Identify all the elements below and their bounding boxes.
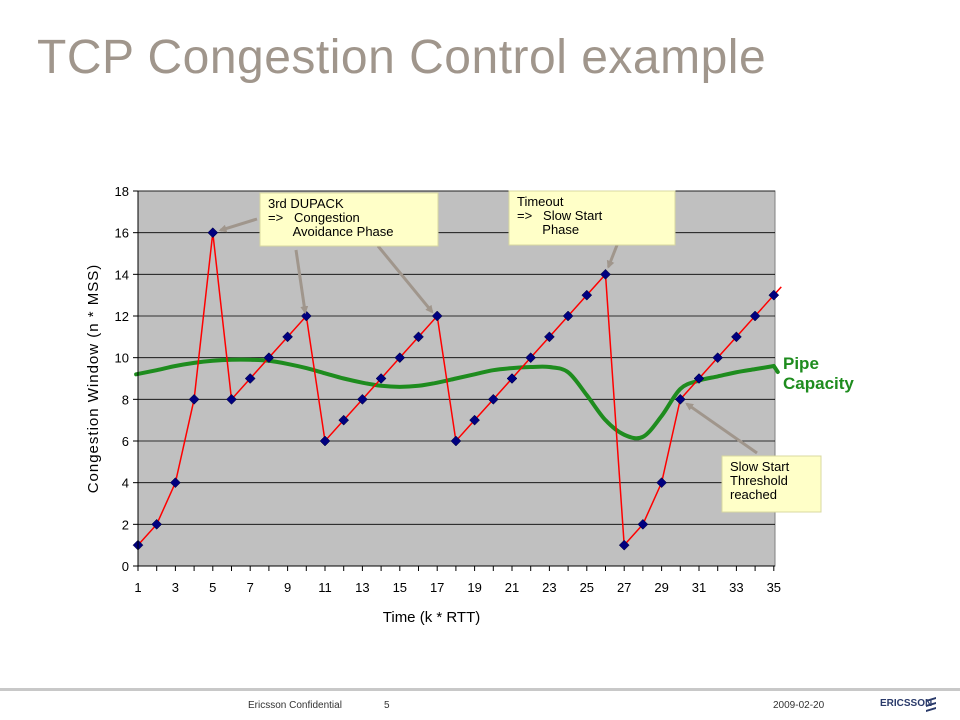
pipe-capacity-label: Capacity	[783, 374, 854, 393]
data-point	[600, 268, 611, 280]
annotation-arrow	[294, 249, 309, 315]
y-tick-label: 4	[122, 476, 129, 491]
x-tick-label: 27	[617, 580, 631, 595]
data-point	[749, 310, 761, 322]
data-point	[525, 352, 537, 364]
y-tick-label: 14	[115, 267, 129, 282]
data-point	[413, 331, 424, 343]
x-tick-label: 11	[318, 580, 332, 595]
y-tick-label: 10	[115, 351, 129, 366]
data-point	[637, 518, 649, 530]
data-point	[431, 310, 443, 322]
annotation-text-threshold: Threshold	[730, 473, 788, 488]
data-point	[562, 310, 574, 322]
annotation-text-dupack: => Congestion	[268, 210, 360, 225]
data-point	[618, 539, 630, 551]
x-axis-label: Time (k * RTT)	[383, 609, 481, 626]
data-point	[544, 331, 555, 343]
x-tick-label: 17	[430, 580, 444, 595]
x-tick-label: 35	[767, 580, 781, 595]
y-tick-label: 8	[122, 392, 129, 407]
data-point	[357, 393, 368, 405]
page-title: TCP Congestion Control example	[37, 31, 767, 84]
x-tick-label: 5	[209, 580, 216, 595]
y-tick-label: 12	[115, 309, 129, 324]
x-tick-label: 29	[654, 580, 668, 595]
data-point	[768, 289, 780, 301]
data-point	[244, 373, 256, 384]
x-tick-label: 7	[247, 580, 254, 595]
data-point	[282, 331, 293, 343]
data-point	[207, 227, 219, 239]
y-tick-label: 0	[122, 559, 129, 574]
data-point	[731, 331, 742, 343]
x-tick-label: 31	[692, 580, 706, 595]
x-tick-label: 25	[580, 580, 594, 595]
data-point	[188, 393, 200, 405]
y-tick-label: 2	[122, 517, 129, 532]
ericsson-logo-icon	[926, 697, 936, 712]
data-point	[581, 289, 593, 301]
annotation-text-threshold: reached	[730, 487, 777, 502]
annotation-text-timeout: Timeout	[517, 194, 564, 209]
data-point	[712, 352, 724, 364]
x-tick-label: 9	[284, 580, 291, 595]
annotation-arrow	[376, 245, 434, 314]
footer-confidential: Ericsson Confidential	[248, 700, 342, 711]
data-point	[487, 393, 499, 405]
data-point	[693, 373, 705, 384]
data-point	[394, 352, 406, 364]
data-point	[226, 393, 237, 405]
data-point	[469, 414, 480, 426]
annotation-text-dupack: Avoidance Phase	[268, 224, 394, 239]
x-tick-label: 15	[393, 580, 407, 595]
annotation-arrow	[218, 217, 258, 233]
ericsson-logo-text: ERICSSON	[880, 698, 933, 709]
footer-page-number: 5	[384, 700, 390, 711]
data-point	[450, 435, 462, 447]
x-tick-label: 21	[505, 580, 519, 595]
data-point	[656, 477, 667, 489]
y-tick-label: 6	[122, 434, 129, 449]
annotation-text-dupack: 3rd DUPACK	[268, 196, 344, 211]
data-point	[319, 435, 331, 447]
x-tick-label: 3	[172, 580, 179, 595]
footer-date: 2009-02-20	[773, 700, 825, 711]
y-tick-label: 18	[115, 184, 129, 199]
data-point	[151, 518, 163, 530]
annotation-arrow	[685, 402, 758, 455]
annotation-text-timeout: Phase	[517, 222, 579, 237]
data-point	[263, 352, 275, 364]
annotation-box-timeout	[508, 190, 676, 246]
data-point	[375, 373, 387, 384]
pipe-capacity-curve	[134, 357, 776, 441]
annotation-text-timeout: => Slow Start	[517, 208, 603, 223]
data-point	[170, 477, 181, 489]
y-tick-label: 16	[115, 226, 129, 241]
x-tick-label: 23	[542, 580, 556, 595]
data-point	[674, 393, 686, 405]
annotation-text-threshold: Slow Start	[730, 459, 790, 474]
data-point	[338, 414, 350, 426]
footer-divider	[0, 688, 960, 691]
x-tick-label: 33	[729, 580, 743, 595]
annotation-box-threshold	[721, 455, 822, 513]
x-tick-label: 1	[134, 580, 141, 595]
data-point	[506, 373, 518, 384]
pipe-capacity-label: Pipe	[783, 354, 819, 373]
x-tick-label: 19	[467, 580, 481, 595]
pipe-capacity-curve-end	[771, 364, 780, 374]
x-tick-label: 13	[355, 580, 369, 595]
annotation-box-dupack	[259, 192, 439, 247]
y-axis-label: Congestion Window (n * MSS)	[85, 264, 102, 494]
